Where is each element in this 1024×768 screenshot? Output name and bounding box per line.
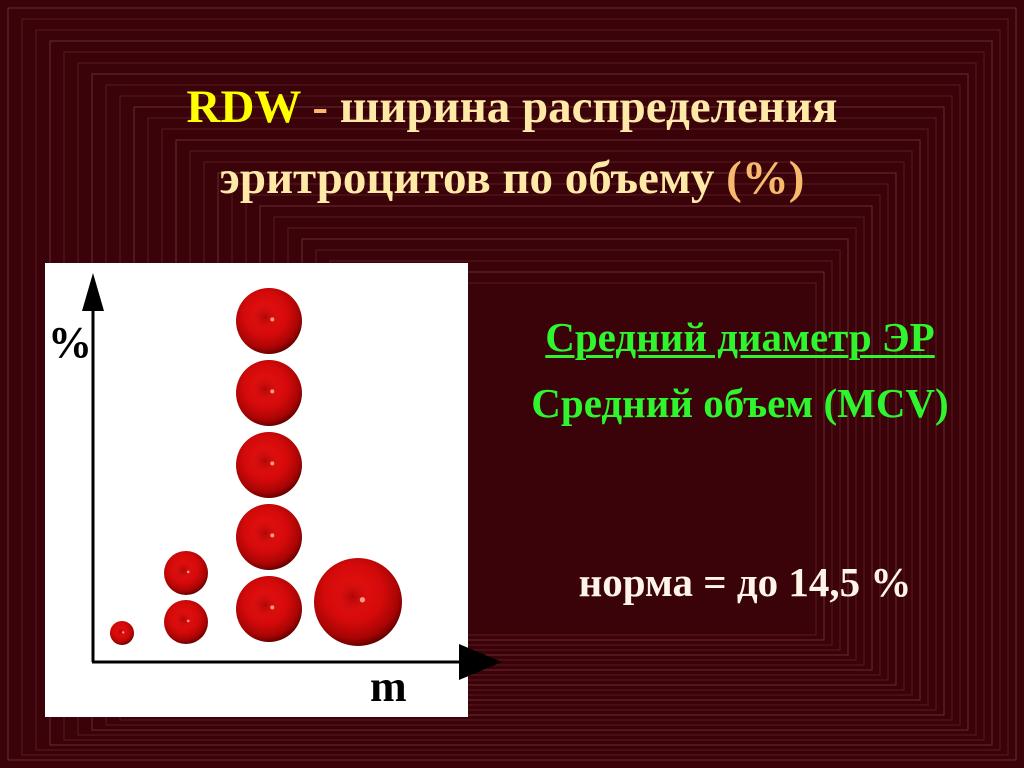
red-blood-cell: [236, 504, 302, 570]
rbc-distribution-diagram: % m: [45, 263, 502, 717]
red-blood-cell: [314, 558, 402, 646]
red-blood-cell: [236, 576, 302, 642]
red-blood-cell: [164, 551, 208, 595]
y-axis-label: %: [48, 318, 92, 367]
title-line-2-text: эритроцитов по объему: [219, 152, 727, 204]
title-line-1: RDW - ширина распределения: [0, 84, 1024, 131]
title-unit: (%): [726, 152, 805, 204]
frame-line: [7, 7, 1017, 761]
diagram-canvas: [82, 273, 502, 680]
mcv-label: Средний объем (MCV): [531, 380, 949, 426]
frame-line: [35, 29, 1001, 751]
title-rest: ширина распределения: [339, 81, 838, 133]
y-axis-arrow-icon: [82, 273, 104, 311]
red-blood-cell: [236, 432, 302, 498]
title-line-2: эритроцитов по объему (%): [0, 155, 1024, 202]
rdw-norm-value: норма = до 14,5 %: [578, 559, 912, 605]
x-axis-arrow-icon: [459, 644, 502, 680]
x-axis-label: m: [370, 662, 407, 711]
title-abbr: RDW: [186, 81, 301, 133]
red-blood-cell: [236, 360, 302, 426]
mean-diameter-label: Средний диаметр ЭР: [545, 314, 935, 360]
title-dash: -: [300, 81, 340, 133]
red-blood-cell: [110, 621, 134, 645]
frame-line: [21, 18, 1009, 756]
red-blood-cell: [164, 600, 208, 644]
red-blood-cell: [236, 288, 302, 354]
